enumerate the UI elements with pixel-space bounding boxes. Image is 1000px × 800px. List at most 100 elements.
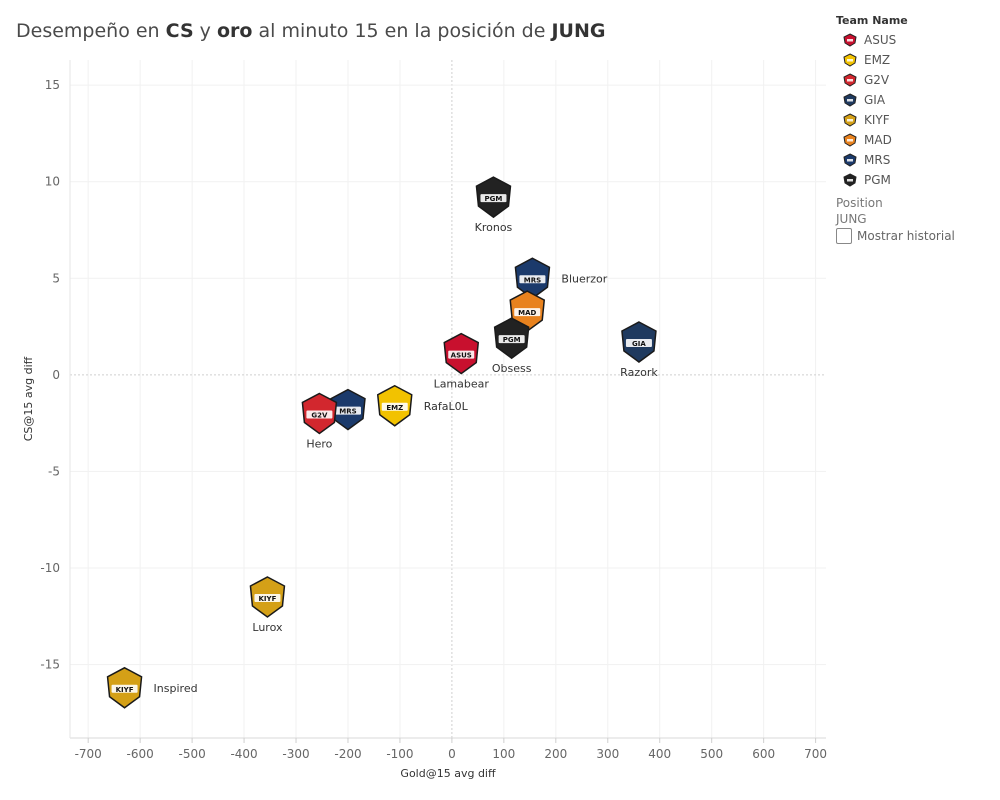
data-point-pgm: PGM [493,317,530,360]
checkbox-box[interactable] [836,228,852,244]
data-point-pgm: PGM [475,176,512,219]
history-checkbox[interactable]: Mostrar historial [836,228,996,244]
point-label: Bluerzor [561,272,607,285]
legend-label: MAD [864,133,892,147]
badge-banner [480,194,507,203]
title-part: y [193,20,217,42]
mrs-icon [843,153,857,167]
data-point-emz: EMZ [376,384,413,427]
x-tick-label: -500 [178,747,205,761]
legend-item-kiyf[interactable]: KIYF [836,110,996,130]
legend-item-gia[interactable]: GIA [836,90,996,110]
point-label: Kronos [475,221,513,234]
x-tick-label: 500 [700,747,723,761]
x-tick-label: 0 [448,747,456,761]
badge-banner [254,593,281,602]
x-tick-label: 300 [596,747,619,761]
title-part: oro [216,20,253,42]
point-label: Obsess [492,362,532,375]
badge-banner [381,402,408,411]
point-label: RafaL0L [424,400,469,413]
y-tick-label: -15 [40,658,60,672]
g2v-icon [843,73,857,87]
gia-icon [843,93,857,107]
badge-banner [519,275,546,284]
legend-item-mad[interactable]: MAD [836,130,996,150]
point-label: Razork [620,366,658,379]
badge-text: MRS [339,408,356,416]
badge-text: GIA [632,340,646,348]
point-label: Inspired [154,682,198,695]
badge-text: EMZ [386,404,403,412]
axes: -700 -600 -500 -400 -300 -200 -100 0 100 200 300 40… [40,60,827,761]
data-point-gia: GIA [621,321,657,363]
legend: Team Name ASUS EMZ G2V GIA KIYF MAD MRS PGM Pos… [836,14,996,244]
legend-item-mrs[interactable]: MRS [836,150,996,170]
x-tick-label: -400 [230,747,257,761]
position-filter: Position JUNG Mostrar historial [836,196,996,244]
badge-text: KIYF [116,686,134,694]
position-filter-title: Position [836,196,883,210]
y-axis-title: CS@15 avg diff [22,356,35,441]
history-checkbox-label: Mostrar historial [857,229,955,243]
grid [70,60,826,738]
legend-items: ASUS EMZ G2V GIA KIYF MAD MRS PGM [836,30,996,190]
data-points: PGM Kronos MRS Bluerzor MAD PGM Obsess GIA Razor… [106,176,658,709]
legend-label: EMZ [864,53,891,67]
legend-label: MRS [864,153,891,167]
x-tick-label: -200 [334,747,361,761]
asus-icon [843,33,857,47]
badge-text: MAD [518,309,536,317]
legend-item-pgm[interactable]: PGM [836,170,996,190]
x-tick-label: 100 [492,747,515,761]
x-tick-label: 400 [648,747,671,761]
point-label: Hero [306,437,332,450]
y-tick-label: 5 [52,271,60,285]
badge-banner [498,335,525,344]
data-point-asus: ASUS [443,332,480,375]
legend-item-emz[interactable]: EMZ [836,50,996,70]
x-tick-label: -700 [75,747,102,761]
data-point-mrs: MRS [330,388,366,431]
point-label: Lamabear [434,378,490,391]
y-tick-label: 0 [52,368,60,382]
badge-banner [334,406,361,415]
x-tick-label: -600 [127,747,154,761]
legend-title: Team Name [836,14,908,27]
badge-banner [448,350,475,359]
pgm-icon [843,173,857,187]
mad-icon [843,133,857,147]
badge-text: KIYF [258,595,276,603]
badge-banner [306,410,333,419]
x-tick-label: -100 [386,747,413,761]
y-tick-label: 15 [45,78,60,92]
y-tick-label: -5 [48,464,60,478]
legend-label: GIA [864,93,886,107]
legend-item-g2v[interactable]: G2V [836,70,996,90]
point-label: Lurox [252,621,283,634]
badge-banner [625,339,652,348]
chart-title: Desempeño en CS y oro al minuto 15 en la… [16,20,605,42]
title-part: Desempeño en [16,20,166,42]
badge-text: ASUS [451,352,472,360]
badge-banner [111,684,138,693]
legend-label: KIYF [864,113,890,127]
legend-label: PGM [864,173,891,187]
data-point-mrs: MRS [514,257,551,300]
legend-item-asus[interactable]: ASUS [836,30,996,50]
y-tick-label: 10 [45,175,60,189]
x-tick-label: -300 [282,747,309,761]
badge-text: MRS [524,276,541,284]
badge-text: PGM [503,336,521,344]
data-point-kiyf: KIYF [249,576,286,618]
legend-label: G2V [864,73,890,87]
kiyf-icon [843,113,857,127]
x-axis-title: Gold@15 avg diff [400,767,496,780]
badge-text: PGM [485,195,503,203]
data-point-g2v: G2V [301,392,338,435]
emz-icon [843,53,857,67]
x-tick-label: 200 [544,747,567,761]
position-filter-value[interactable]: JUNG [836,212,867,226]
x-tick-label: 700 [804,747,827,761]
title-part: CS [165,20,194,42]
